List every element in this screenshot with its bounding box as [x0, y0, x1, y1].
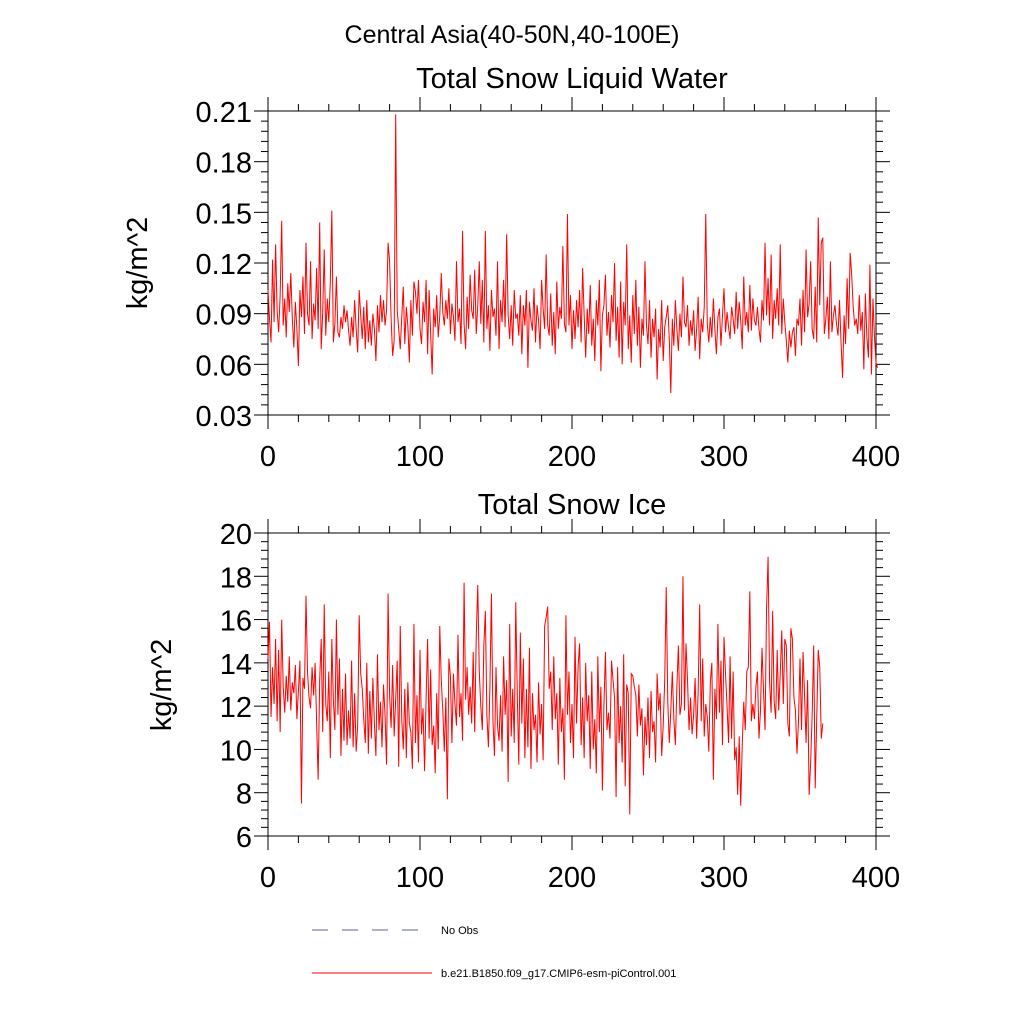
y-tick-label: 0.12	[196, 249, 252, 281]
x-tick-label: 100	[396, 441, 444, 473]
data-layer	[267, 556, 824, 815]
plot-frame	[267, 532, 877, 837]
chart-title: Total Snow Liquid Water	[416, 63, 728, 95]
y-tick-label: 0.21	[196, 97, 252, 129]
x-tick-label: 0	[260, 441, 276, 473]
x-tick-label: 200	[548, 441, 596, 473]
series-line	[267, 556, 824, 815]
data-layer	[267, 114, 878, 394]
y-tick-label: 20	[220, 519, 252, 551]
chart-title: Total Snow Ice	[478, 489, 667, 521]
y-tick-label: 0.03	[196, 401, 252, 433]
y-tick-label: 0.15	[196, 198, 252, 230]
y-tick-label: 0.18	[196, 148, 252, 180]
y-tick-label: 6	[236, 822, 252, 854]
y-tick-label: 14	[220, 649, 252, 681]
x-tick-label: 300	[700, 862, 748, 894]
plot-frame	[267, 110, 877, 416]
x-tick-label: 100	[396, 862, 444, 894]
y-axis-label: kg/m^2	[122, 217, 154, 310]
y-tick-label: 0.09	[196, 300, 252, 332]
axes: 0 100 200 300 400 0.03 0.06 0.09 0.12 0.15 0.18 0.2…	[196, 97, 900, 473]
x-tick-label: 400	[852, 441, 900, 473]
y-tick-label: 10	[220, 735, 252, 767]
y-tick-label: 12	[220, 692, 252, 724]
legend-label-model-run: b.e21.B1850.f09_g17.CMIP6-esm-piControl.…	[441, 968, 676, 980]
figure-title: Central Asia(40-50N,40-100E)	[345, 21, 680, 49]
x-tick-label: 0	[260, 862, 276, 894]
chart-panel-snow-ice: Total Snow Ice kg/m^2 0 100 200 300 400 6 8 10 1…	[146, 489, 900, 894]
y-axis-label: kg/m^2	[146, 639, 178, 732]
y-tick-label: 8	[236, 779, 252, 811]
x-tick-label: 200	[548, 862, 596, 894]
legend: No Obs b.e21.B1850.f09_g17.CMIP6-esm-piC…	[312, 925, 676, 980]
y-tick-label: 18	[220, 562, 252, 594]
series-line	[267, 114, 878, 394]
y-tick-label: 0.06	[196, 350, 252, 382]
chart-panel-liquid-water: Total Snow Liquid Water kg/m^2 0 100 200 30…	[122, 63, 900, 473]
x-tick-label: 400	[852, 862, 900, 894]
legend-label-no-obs: No Obs	[441, 925, 479, 937]
axes: 0 100 200 300 400 6 8 10 12 14 16 18 20	[220, 519, 900, 894]
y-tick-label: 16	[220, 606, 252, 638]
x-tick-label: 300	[700, 441, 748, 473]
